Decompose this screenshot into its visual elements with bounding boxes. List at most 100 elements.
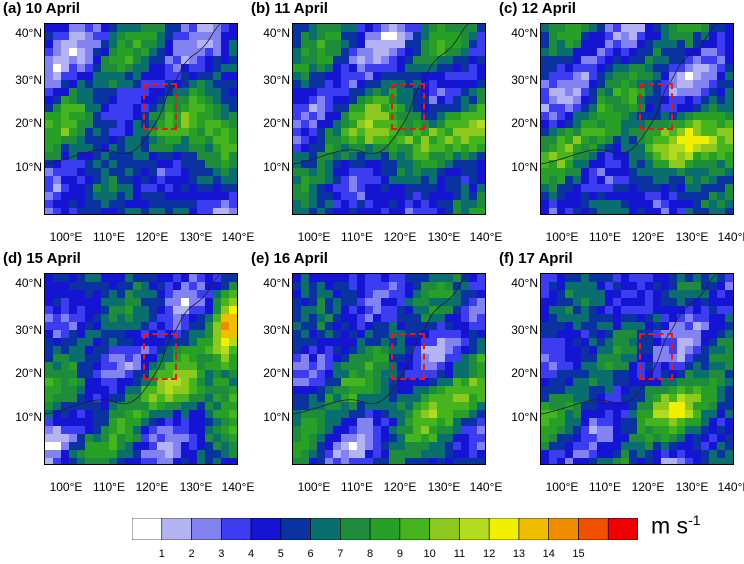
lon-tick-label: 110°E: [589, 480, 621, 494]
colorbar-swatch: [340, 518, 371, 540]
lat-tick-label: 40°N: [263, 26, 290, 40]
colorbar-tick-label: 2: [188, 548, 195, 560]
coastline: [541, 274, 717, 415]
colorbar-tick-label: 7: [337, 548, 344, 560]
colorbar-swatch: [191, 518, 222, 540]
colorbar-swatch: [250, 518, 282, 540]
wind-speed-map: [292, 273, 486, 465]
lon-tick-label: 130°E: [675, 480, 709, 494]
panel-c: (c) 12 April 40°N 30°N 20°N 10°N 100°E 110°E 1…: [496, 0, 744, 250]
study-region-box: [143, 83, 177, 130]
study-region-box: [391, 333, 425, 380]
study-region-box: [639, 83, 673, 130]
lon-tick-label: 130°E: [427, 230, 461, 244]
colorbar-swatch: [132, 518, 163, 540]
wind-field: [541, 274, 733, 464]
panel-a: (a) 10 April 40°N 30°N 20°N 10°N 100°E 110°E 1…: [0, 0, 254, 250]
lat-tick-label: 10°N: [511, 410, 538, 424]
panel-d: (d) 15 April 40°N 30°N 20°N 10°N 100°E 110°E 1…: [0, 250, 254, 500]
lon-tick-label: 100°E: [49, 480, 83, 494]
lat-tick-label: 20°N: [263, 116, 290, 130]
colorbar-swatch: [488, 518, 520, 540]
colorbar-tick-label: 5: [277, 548, 284, 560]
lon-tick-label: 120°E: [631, 480, 665, 494]
colorbar-swatch: [518, 518, 550, 540]
panel-title: (c) 12 April: [499, 0, 576, 17]
lon-tick-label: 100°E: [545, 480, 579, 494]
lat-tick-label: 10°N: [511, 160, 538, 174]
lon-tick-label: 120°E: [631, 230, 665, 244]
lon-tick-label: 100°E: [49, 230, 83, 244]
colorbar-tick-label: 10: [423, 548, 436, 560]
panel-title: (d) 15 April: [3, 250, 81, 267]
lat-tick-label: 30°N: [263, 73, 290, 87]
wind-speed-map: [44, 273, 238, 465]
colorbar-swatch: [548, 518, 579, 540]
lon-tick-label: 140°E: [717, 230, 744, 244]
lon-tick-label: 100°E: [297, 230, 331, 244]
lon-tick-label: 110°E: [93, 480, 125, 494]
lon-tick-label: 140°E: [469, 230, 503, 244]
colorbar-swatch: [220, 518, 252, 540]
lon-tick-label: 110°E: [341, 230, 373, 244]
lon-tick-label: 110°E: [93, 230, 125, 244]
study-region-box: [143, 333, 177, 380]
lat-tick-label: 20°N: [511, 116, 538, 130]
wind-field: [293, 274, 485, 464]
lon-tick-label: 140°E: [469, 480, 503, 494]
lat-tick-label: 30°N: [263, 323, 290, 337]
colorbar-swatch: [429, 518, 460, 540]
lat-tick-label: 40°N: [511, 276, 538, 290]
wind-field: [541, 24, 733, 214]
colorbar-tick-label: 6: [307, 548, 314, 560]
panel-b: (b) 11 April 40°N 30°N 20°N 10°N 100°E 110°E 1…: [248, 0, 502, 250]
wind-speed-map: [292, 23, 486, 215]
colorbar-swatch: [607, 518, 638, 540]
panel-e: (e) 16 April 40°N 30°N 20°N 10°N 100°E 110°E 1…: [248, 250, 502, 500]
colorbar-swatch: [369, 518, 401, 540]
lon-tick-label: 130°E: [179, 230, 213, 244]
colorbar-tick-label: 14: [542, 548, 555, 560]
coastline: [293, 24, 469, 165]
wind-field: [45, 24, 237, 214]
wind-field: [293, 24, 485, 214]
panel-title: (f) 17 April: [499, 250, 573, 267]
lat-tick-label: 40°N: [263, 276, 290, 290]
lat-tick-label: 10°N: [263, 160, 290, 174]
panel-title: (b) 11 April: [251, 0, 328, 17]
lat-tick-label: 10°N: [15, 410, 42, 424]
lat-tick-label: 40°N: [15, 276, 42, 290]
colorbar-swatch: [578, 518, 609, 540]
panel-title: (e) 16 April: [251, 250, 328, 267]
wind-speed-map: [44, 23, 238, 215]
lon-tick-label: 110°E: [341, 480, 373, 494]
study-region-box: [639, 333, 673, 380]
colorbar-tick-label: 12: [483, 548, 496, 560]
lon-tick-label: 120°E: [135, 230, 169, 244]
lat-tick-label: 20°N: [15, 116, 42, 130]
panel-f: (f) 17 April 40°N 30°N 20°N 10°N 100°E 110°E 1…: [496, 250, 744, 500]
colorbar-tick-label: 11: [453, 548, 466, 560]
colorbar-tick-label: 13: [512, 548, 526, 560]
lat-tick-label: 10°N: [263, 410, 290, 424]
colorbar-unit: m s-1: [651, 512, 701, 540]
lon-tick-label: 110°E: [589, 230, 621, 244]
colorbar-swatch: [280, 518, 311, 540]
colorbar-tick-label: 4: [247, 548, 255, 560]
study-region-box: [391, 83, 425, 130]
colorbar: [132, 518, 638, 540]
unit-exponent: -1: [688, 512, 701, 528]
wind-field: [45, 274, 237, 464]
coastline: [45, 274, 221, 415]
wind-speed-map: [540, 273, 734, 465]
lat-tick-label: 30°N: [15, 323, 42, 337]
lon-tick-label: 130°E: [675, 230, 709, 244]
colorbar-swatch: [310, 518, 341, 540]
unit-base: m s: [651, 512, 689, 539]
lat-tick-label: 30°N: [511, 323, 538, 337]
colorbar-tick-label: 15: [572, 548, 585, 560]
colorbar-tick-label: 1: [158, 548, 165, 560]
lat-tick-label: 20°N: [511, 366, 538, 380]
lon-tick-label: 120°E: [135, 480, 169, 494]
colorbar-tick-label: 8: [367, 548, 374, 560]
